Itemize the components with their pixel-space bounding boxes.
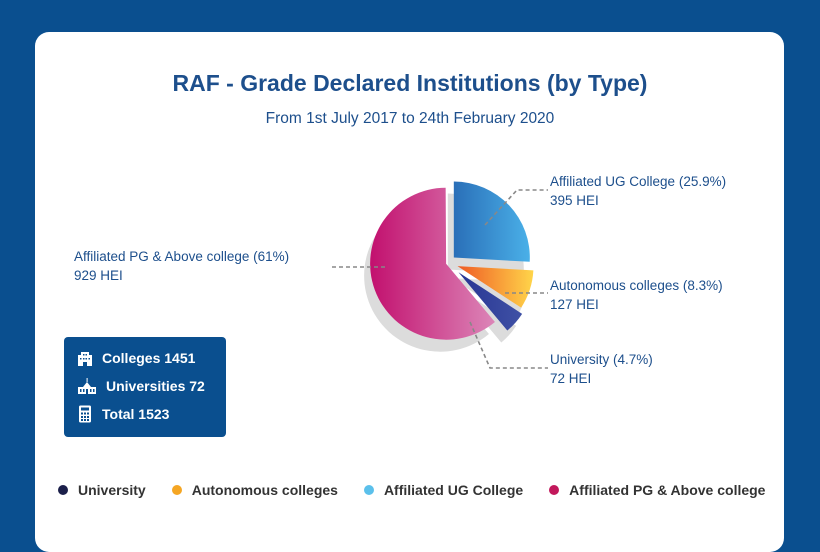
slice-label: Affiliated PG & Above college (61%): [74, 249, 290, 264]
legend-item-pg: Affiliated PG & Above college: [549, 482, 765, 498]
slice-label: University (4.7%): [550, 352, 653, 367]
stats-box: Colleges 1451 Universities 72 Total 1523: [64, 337, 226, 437]
slice-university: [458, 272, 523, 331]
label-ug: Affiliated UG College (25.9%) 395 HEI: [550, 172, 726, 210]
pie-chart: [332, 181, 548, 369]
chart-subtitle: From 1st July 2017 to 24th February 2020: [265, 110, 555, 127]
legend-item-autonomous: Autonomous colleges: [171, 482, 338, 498]
slice-label: Affiliated UG College (25.9%): [550, 174, 727, 189]
stat-text: Colleges 1451: [102, 350, 196, 366]
label-autonomous: Autonomous colleges (8.3%) 127 HEI: [550, 276, 723, 314]
legend-dot: [363, 485, 374, 495]
legend-dot: [58, 485, 68, 495]
stat-universities: Universities 72: [76, 377, 205, 395]
legend-label: Affiliated UG College: [383, 482, 524, 498]
stat-total: Total 1523: [76, 405, 169, 423]
slice-affiliated-ug: [453, 181, 530, 262]
legend: University Autonomous colleges Affiliate…: [58, 482, 765, 498]
slice-label: Autonomous colleges (8.3%): [550, 278, 723, 293]
slice-value: 127 HEI: [550, 297, 599, 312]
slice-autonomous: [457, 266, 534, 308]
chart-title: RAF - Grade Declared Institutions (by Ty…: [172, 70, 648, 96]
stat-text: Total 1523: [102, 406, 170, 422]
legend-dot: [549, 485, 560, 495]
label-pg: Affiliated PG & Above college (61%) 929 …: [74, 247, 289, 285]
label-university: University (4.7%) 72 HEI: [550, 350, 653, 388]
legend-label: University: [78, 482, 146, 498]
leader-line-ug: [484, 189, 548, 226]
stat-text: Universities 72: [106, 378, 205, 394]
slice-affiliated-pg: [370, 187, 495, 340]
slice-value: 72 HEI: [550, 371, 592, 386]
slice-value: 395 HEI: [550, 193, 599, 208]
legend-label: Affiliated PG & Above college: [569, 482, 766, 498]
building-icon: [78, 352, 92, 366]
leader-line-university: [469, 321, 548, 369]
slice-value: 929 HEI: [74, 268, 123, 283]
calculator-icon: [79, 405, 91, 423]
stat-colleges: Colleges 1451: [76, 349, 195, 367]
legend-dot: [171, 485, 182, 495]
university-icon: [78, 378, 96, 394]
legend-label: Autonomous colleges: [191, 482, 338, 498]
legend-item-ug: Affiliated UG College: [363, 482, 524, 498]
legend-item-university: University: [58, 482, 146, 498]
